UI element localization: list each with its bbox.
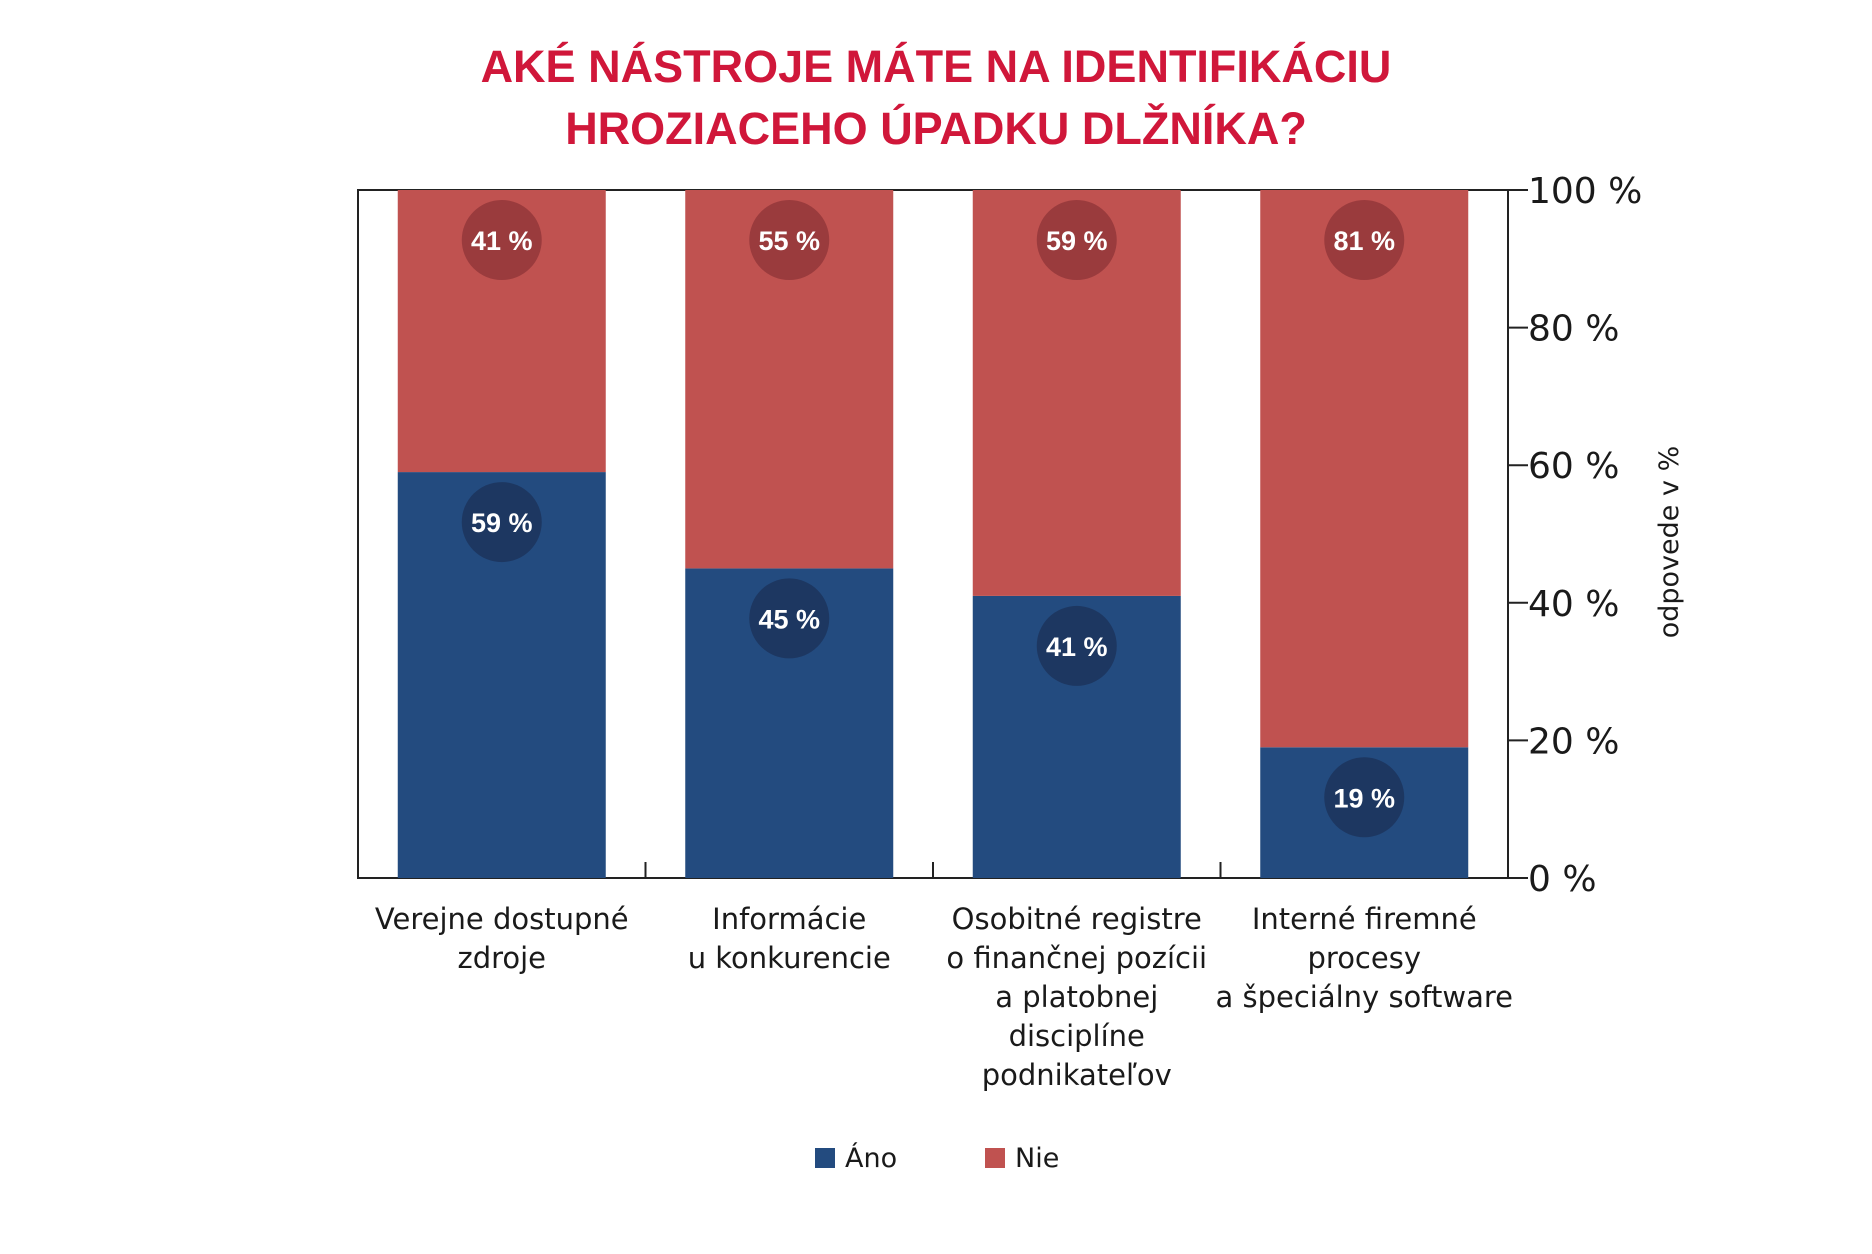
category-label: u konkurencie — [688, 941, 891, 975]
y-tick-label: 40 % — [1528, 584, 1619, 625]
category-label: zdroje — [457, 941, 546, 975]
category-label: podnikateľov — [982, 1058, 1172, 1092]
data-label-badge — [461, 200, 542, 280]
chart-title-line: HROZIACEHO ÚPADKU DLŽNÍKA? — [565, 103, 1307, 154]
category-label: Verejne dostupné — [375, 902, 629, 936]
data-label: 19 % — [1333, 783, 1395, 813]
bar-nie — [1260, 190, 1469, 748]
data-label-badge — [749, 578, 830, 659]
data-label: 59 % — [471, 508, 533, 538]
category-label: a špeciálny software — [1216, 980, 1513, 1014]
legend-label: Áno — [845, 1142, 897, 1174]
y-tick-label: 60 % — [1528, 446, 1619, 487]
x-axis-labels: Verejne dostupné zdroje Informácie u konkur… — [375, 902, 1513, 1092]
data-label-badge — [1324, 200, 1405, 280]
data-label-badge — [1036, 200, 1117, 280]
y-tick-label: 80 % — [1528, 309, 1619, 350]
legend: Áno Nie — [815, 1142, 1059, 1174]
data-label: 41 % — [471, 226, 533, 256]
chart-title: AKÉ NÁSTROJE MÁTE NA IDENTIFIKÁCIU HROZIA… — [481, 41, 1392, 154]
chart-title-line: AKÉ NÁSTROJE MÁTE NA IDENTIFIKÁCIU — [481, 41, 1392, 92]
category-label: disciplíne — [1009, 1019, 1145, 1053]
data-label: 55 % — [758, 226, 820, 256]
category-label: Osobitné registre — [952, 902, 1202, 936]
data-label-badge — [461, 482, 542, 563]
y-tick-label: 0 % — [1528, 859, 1597, 900]
legend-label: Nie — [1015, 1143, 1059, 1174]
data-label: 45 % — [758, 604, 820, 634]
y-tick-label: 20 % — [1528, 721, 1619, 762]
category-label: Interné firemné — [1252, 902, 1477, 936]
category-label: procesy — [1308, 941, 1422, 975]
y-axis: 0 % 20 % 40 % 60 % 80 % 100 % — [1508, 171, 1642, 900]
bars — [397, 190, 1469, 878]
data-label: 81 % — [1333, 226, 1395, 256]
data-label-badge — [749, 200, 830, 280]
category-label: Informácie — [712, 902, 866, 936]
data-label: 41 % — [1046, 632, 1108, 662]
y-tick-label: 100 % — [1528, 171, 1642, 212]
data-label-badge — [1324, 757, 1405, 838]
data-label: 59 % — [1046, 226, 1108, 256]
data-labels: 59 % 41 % 45 % 55 % 41 % 59 % 19 % 81 % — [461, 200, 1405, 838]
legend-swatch — [815, 1148, 835, 1168]
x-ticks — [644, 862, 1222, 878]
data-label-badge — [1036, 605, 1117, 686]
category-label: o finančnej pozícii — [946, 941, 1207, 975]
y-axis-label: odpovede v % — [1654, 446, 1685, 638]
category-label: a platobnej — [995, 980, 1158, 1014]
legend-swatch — [985, 1148, 1005, 1168]
